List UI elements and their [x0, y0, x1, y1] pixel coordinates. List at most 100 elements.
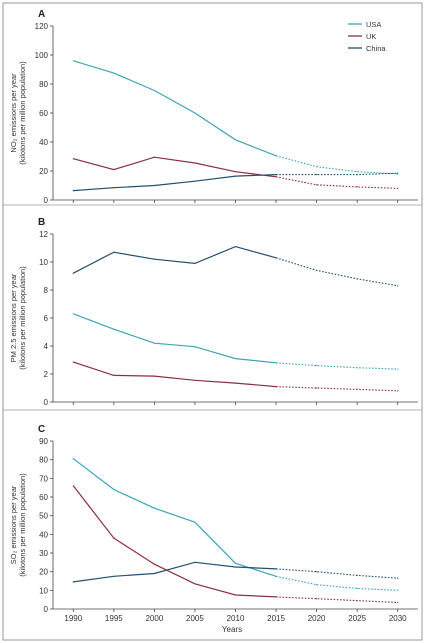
data-point: [356, 174, 358, 176]
legend-label: China: [366, 44, 386, 53]
y-tick-label: 80: [39, 456, 48, 465]
data-point: [356, 367, 358, 369]
data-point: [113, 251, 115, 253]
data-point: [72, 190, 74, 192]
data-point: [356, 587, 358, 590]
data-point: [153, 342, 155, 344]
data-point: [316, 387, 318, 389]
data-point: [194, 162, 196, 164]
y-tick-label: 40: [39, 530, 48, 539]
data-point: [234, 594, 237, 596]
data-point: [275, 174, 277, 176]
data-point: [72, 272, 74, 274]
legend-label: USA: [366, 20, 381, 29]
data-point: [194, 379, 196, 381]
series-line-projection: [276, 362, 398, 370]
data-point: [194, 262, 196, 264]
data-point: [234, 171, 237, 173]
data-point: [113, 72, 115, 74]
y-tick-label: 20: [39, 167, 48, 176]
data-point: [234, 175, 237, 177]
x-axis-title: Years: [222, 625, 242, 634]
data-point: [397, 577, 399, 579]
data-point: [72, 313, 74, 315]
series-china: [72, 245, 399, 287]
series-line-historical: [73, 174, 277, 192]
data-point: [113, 169, 115, 171]
data-point: [153, 563, 155, 565]
data-point: [397, 368, 399, 370]
y-tick-label: 0: [44, 398, 49, 407]
series-line-projection: [276, 172, 398, 176]
data-point: [194, 112, 196, 114]
series-line-projection: [275, 176, 398, 189]
data-point: [234, 562, 237, 564]
data-point: [72, 361, 74, 363]
x-tick-label: 2010: [227, 614, 245, 623]
data-point: [275, 176, 277, 178]
data-point: [275, 257, 277, 259]
series-line-historical: [73, 60, 277, 157]
data-point: [72, 485, 74, 487]
y-tick-label: 2: [44, 370, 49, 379]
y-tick-label: 90: [39, 437, 48, 446]
data-point: [397, 187, 399, 189]
data-point: [234, 382, 237, 384]
series-china: [72, 561, 399, 583]
x-tick-label: 2025: [348, 614, 366, 623]
y-tick-label: 80: [39, 80, 48, 89]
data-point: [356, 171, 358, 173]
panel-b: B 0 2 4 6 8 10 12 PM 2.5 emissions per year (kilo…: [3, 217, 422, 411]
data-point: [356, 186, 358, 188]
data-point: [275, 155, 277, 157]
data-point: [234, 246, 237, 248]
data-point: [316, 184, 318, 186]
series-line-historical: [73, 561, 277, 583]
data-point: [234, 139, 237, 141]
x-tick-label: 2015: [267, 614, 285, 623]
y-axis-label: PM 2.5 emissions per year: [9, 273, 18, 362]
data-point: [275, 386, 277, 388]
x-tick-label: 2005: [186, 614, 204, 623]
series-uk: [72, 361, 399, 392]
x-tick-label: 1990: [64, 614, 82, 623]
data-point: [316, 365, 318, 367]
panel-letter: C: [38, 424, 45, 435]
y-tick-label: 10: [39, 586, 48, 595]
legend-item-china: China: [348, 44, 386, 53]
data-point: [153, 89, 155, 92]
series-line-projection: [275, 155, 398, 175]
series-line-projection: [276, 596, 398, 604]
x-tick-label: 2020: [308, 614, 326, 623]
data-point: [234, 566, 237, 568]
series-line-projection: [275, 575, 398, 591]
data-point: [153, 572, 155, 575]
data-point: [356, 574, 358, 577]
y-tick-label: 12: [39, 230, 48, 239]
data-point: [72, 581, 74, 583]
y-axis-label: SO₂ emissions per year: [9, 485, 18, 564]
data-point: [153, 184, 155, 187]
y-tick-label: 8: [44, 286, 49, 295]
y-axis-label-units: (kilotons per million population): [18, 266, 27, 370]
legend-item-uk: UK: [348, 32, 376, 41]
data-point: [275, 568, 277, 570]
series-usa: [72, 313, 399, 370]
panel-a: A 0 20 40 60 80 100 120 NO₂ emissions per year (k…: [3, 9, 422, 206]
series-line-historical: [72, 458, 277, 577]
series-line-projection: [276, 568, 398, 579]
series-line-historical: [73, 361, 277, 388]
series-line-historical: [73, 313, 277, 364]
data-point: [113, 488, 115, 491]
data-point: [72, 458, 74, 460]
data-point: [356, 278, 358, 280]
y-tick-label: 10: [39, 258, 48, 267]
data-point: [72, 158, 74, 160]
panel-letter: A: [38, 9, 45, 20]
data-point: [194, 561, 196, 563]
data-point: [275, 362, 277, 364]
data-point: [113, 537, 115, 539]
data-point: [316, 166, 318, 168]
